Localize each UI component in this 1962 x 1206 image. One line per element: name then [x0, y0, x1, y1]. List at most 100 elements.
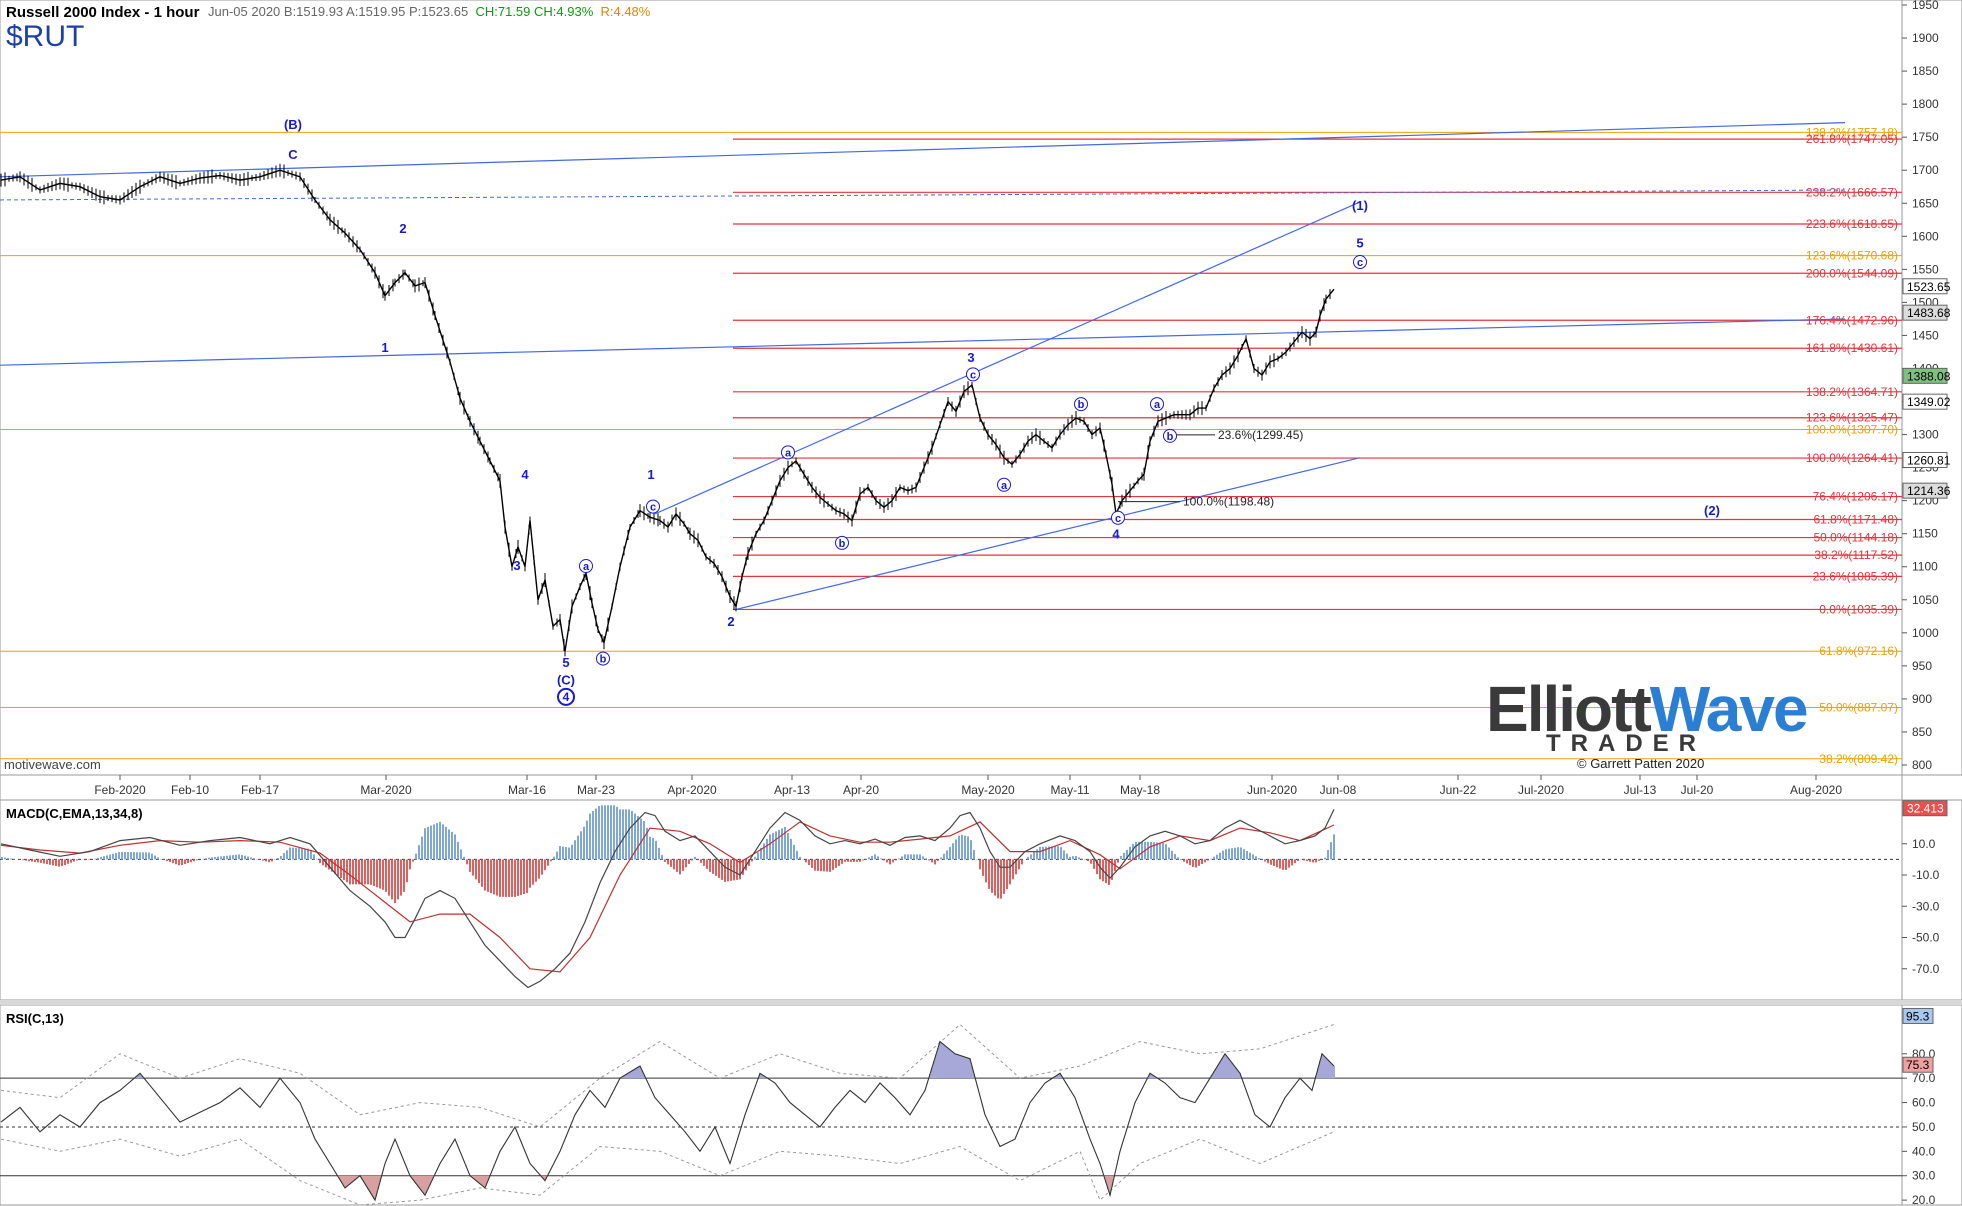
x-tick-label: May-18 [1120, 783, 1160, 797]
trendline [0, 122, 1846, 178]
fib-red-label: 176.4%(1472.96) [1806, 313, 1898, 327]
wave-label: a [1154, 399, 1161, 411]
wave-label: 2 [399, 221, 406, 236]
rsi-upper-band [0, 1023, 1335, 1128]
rsi-y-tick-label: 50.0 [1912, 1120, 1936, 1134]
wave-label: (2) [1704, 503, 1720, 518]
x-tick-label: Apr-13 [774, 783, 810, 797]
watermark-text: motivewave.com [4, 757, 101, 772]
wave-label: 1 [647, 467, 654, 482]
macd-last-tag-label: 32.413 [1907, 802, 1944, 816]
wave-label: 2 [727, 614, 734, 629]
y-tick-label: 1300 [1912, 428, 1939, 442]
rsi-y-tick-label: 70.0 [1912, 1071, 1936, 1085]
x-tick-label: Mar-16 [508, 783, 546, 797]
wave-label: c [1115, 513, 1121, 525]
wave-label: 4 [1112, 526, 1120, 541]
fib-red-label: 200.0%(1544.09) [1806, 266, 1898, 280]
fib-red-label: 50.0%(1144.18) [1813, 531, 1898, 545]
x-tick-label: Feb-10 [171, 783, 209, 797]
price-tag-box [1902, 367, 1948, 384]
macd-line [0, 809, 1335, 989]
fib-orange-label: 100.0%(1307.70) [1806, 422, 1898, 436]
wave-label-circle [1353, 255, 1367, 270]
wave-label: C [288, 147, 298, 162]
macd-signal-line [0, 821, 1335, 973]
wave-label: b [1078, 399, 1085, 411]
x-tick-label: Mar-2020 [360, 783, 412, 797]
wave-label-circle [1163, 428, 1177, 443]
wave-label-circle [557, 687, 575, 706]
fib-orange-label: 38.2%(809.42) [1819, 752, 1898, 766]
inner-fib-label: 100.0%(1198.48) [1183, 495, 1274, 509]
wave-label: c [970, 369, 976, 381]
fib-red-label: 0.0%(1035.39) [1819, 602, 1898, 616]
price-tag-label: 1483.68 [1907, 306, 1951, 320]
wave-label-circle [579, 559, 593, 574]
y-tick-label: 850 [1912, 725, 1932, 739]
fib-red-label: 223.6%(1618.65) [1806, 217, 1898, 231]
wave-label-circle [1111, 510, 1125, 525]
rsi-last-tag-label: 95.3 [1906, 1009, 1930, 1023]
x-tick-label: Mar-23 [577, 783, 615, 797]
fib-red-label: 100.0%(1264.41) [1806, 451, 1898, 465]
fib-red-label: 138.2%(1364.71) [1806, 385, 1898, 399]
x-tick-label: Jul-20 [1681, 783, 1714, 797]
symbol-label: $RUT [6, 20, 85, 53]
fib-red-label: 23.6%(1085.39) [1813, 569, 1898, 583]
wave-label-circle [966, 367, 980, 382]
elliott-wave-trader-logo: ElliottWave TRADER [1486, 672, 1809, 774]
y-tick-label: 1000 [1912, 626, 1939, 640]
y-tick-label: 1950 [1912, 0, 1939, 12]
macd-y-tick-label: 10.0 [1912, 837, 1936, 851]
x-tick-label: Aug-2020 [1790, 783, 1842, 797]
wave-label: 3 [967, 350, 974, 365]
wave-label: 5 [1356, 236, 1363, 251]
fib-red-label: 38.2%(1117.52) [1814, 548, 1898, 562]
rsi-title: RSI(C,13) [6, 1011, 64, 1026]
fib-orange-label: 138.2%(1757.18) [1806, 125, 1898, 139]
price-tag-box [1902, 393, 1948, 410]
wave-label: c [650, 502, 656, 514]
trendline [654, 201, 1361, 515]
price-axis[interactable] [1901, 0, 1962, 776]
macd-y-tick-label: -30.0 [1912, 899, 1940, 913]
price-tag-label: 1388.08 [1907, 369, 1951, 383]
macd-y-tick-label: -50.0 [1912, 931, 1940, 945]
time-axis [0, 774, 1903, 801]
wave-label-circle [1150, 397, 1164, 412]
price-tag-box [1902, 278, 1948, 295]
chart-title: Russell 2000 Index - 1 hour [6, 4, 200, 21]
x-tick-label: May-2020 [961, 783, 1015, 797]
x-tick-label: Jun-2020 [1247, 783, 1297, 797]
logo-copyright: © Garrett Patten 2020 [1577, 756, 1705, 771]
inner-fib-label: 23.6%(1299.45) [1218, 428, 1303, 442]
y-tick-label: 1600 [1912, 229, 1939, 243]
y-tick-label: 1650 [1912, 196, 1939, 210]
wave-label: 4 [521, 467, 529, 482]
price-tag-box [1902, 304, 1948, 321]
fib-red-label: 261.8%(1747.05) [1806, 132, 1898, 146]
price-tag-label: 1349.02 [1907, 395, 1951, 409]
y-tick-label: 1550 [1912, 262, 1939, 276]
price-tag-label: 1523.65 [1907, 280, 1951, 294]
y-tick-label: 900 [1912, 692, 1932, 706]
quote-values: Jun-05 2020 B:1519.93 A:1519.95 P:1523.6… [208, 4, 469, 19]
wave-label: b [1167, 431, 1174, 443]
fib-red-label: 123.6%(1325.47) [1806, 411, 1898, 425]
fib-red-label: 76.4%(1206.17) [1813, 490, 1898, 504]
price-tag-label: 1214.36 [1907, 484, 1951, 498]
wave-label: b [839, 538, 846, 550]
fib-orange-label: 123.6%(1570.68) [1806, 249, 1898, 263]
wave-label: (B) [284, 117, 302, 132]
x-tick-label: May-11 [1050, 783, 1089, 797]
quote-change: CH:71.59 CH:4.93% [475, 4, 594, 19]
wave-label: (C) [557, 672, 575, 687]
rsi-last-tag-box [1902, 1007, 1934, 1024]
y-tick-label: 950 [1912, 659, 1932, 673]
rsi-lower-band [0, 1131, 1335, 1206]
wave-label: c [1357, 257, 1363, 269]
y-tick-label: 1900 [1912, 31, 1939, 45]
wave-label-circle [646, 499, 660, 514]
